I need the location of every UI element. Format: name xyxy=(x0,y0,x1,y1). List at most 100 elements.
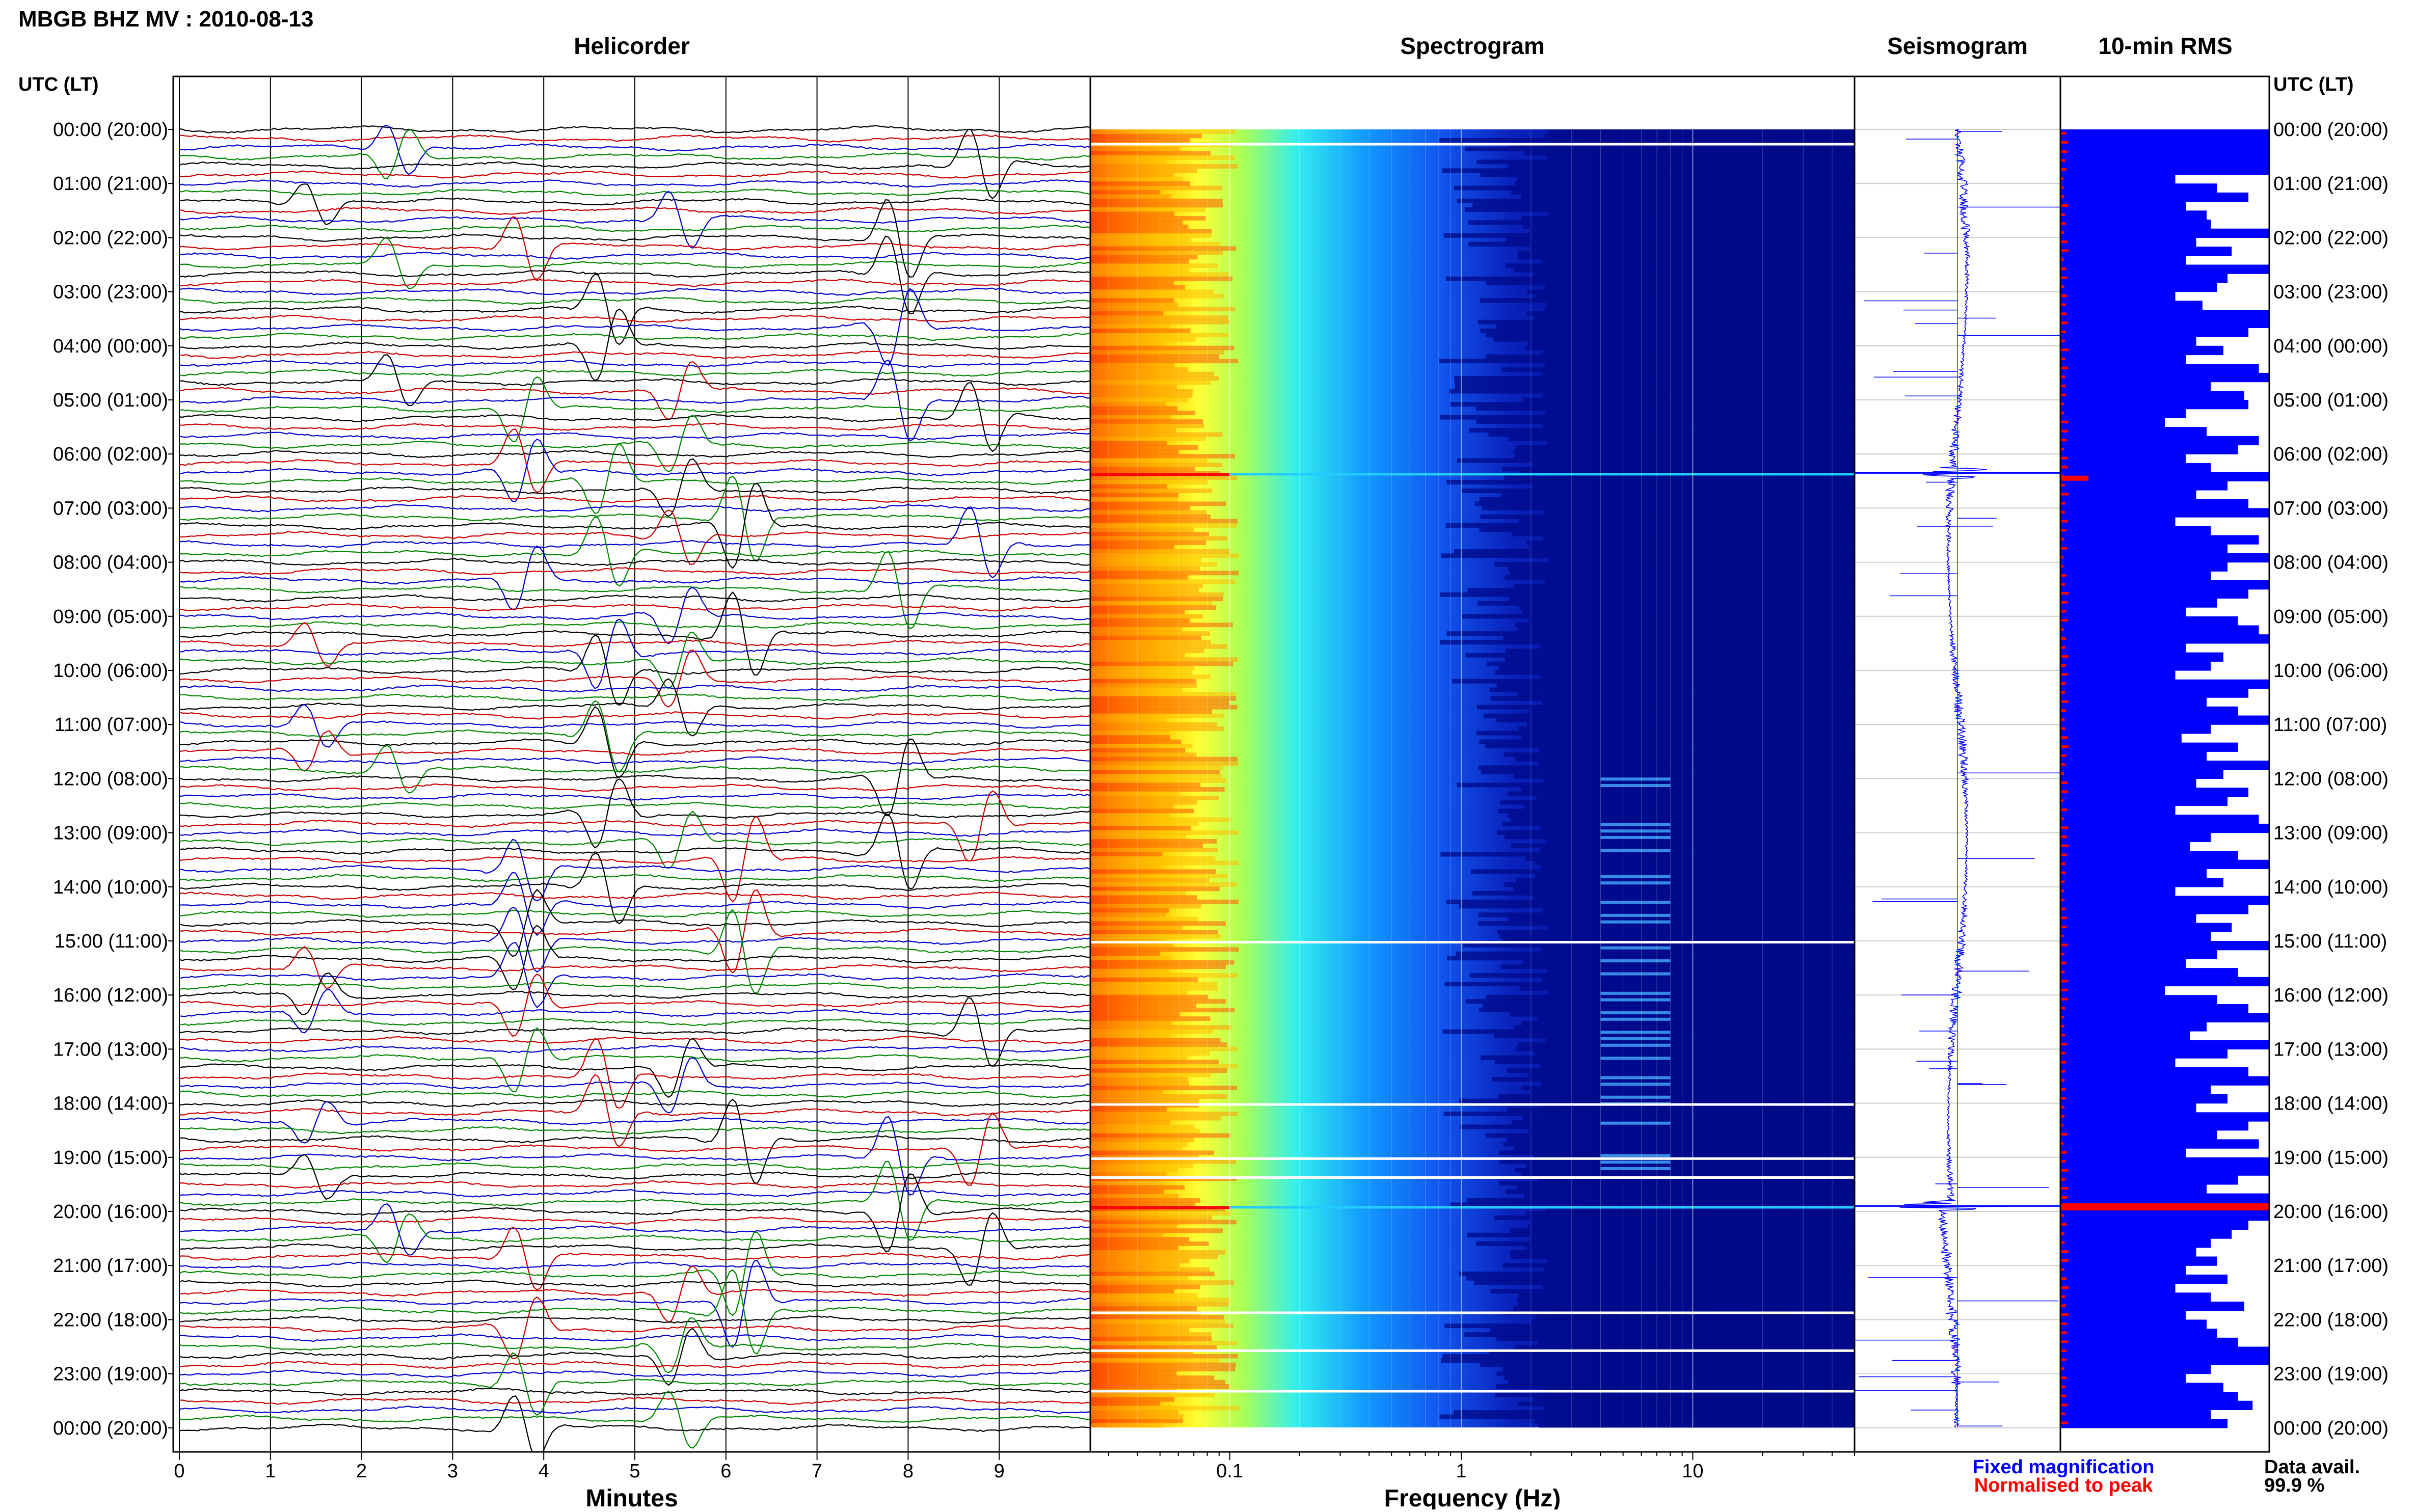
spectrogram-row xyxy=(1090,778,1226,783)
spectrogram-row-dark xyxy=(1450,402,1855,407)
spectrogram-row-dark xyxy=(1521,1172,1855,1177)
rms-normalised-bar xyxy=(2060,1241,2065,1244)
spectrogram-row xyxy=(1090,1250,1226,1255)
spectrogram-row xyxy=(1090,1289,1174,1294)
spectrogram-row-dark xyxy=(1546,302,1855,307)
spectrogram-row xyxy=(1090,830,1239,835)
spectrogram-row-dark xyxy=(1547,441,1855,446)
helicorder-trace-line xyxy=(179,997,1090,1067)
spectrogram-row xyxy=(1090,415,1170,420)
rms-normalised-bar xyxy=(2060,1331,2068,1334)
spectrogram-row xyxy=(1090,203,1223,208)
spectrogram-row xyxy=(1090,220,1183,225)
spectrogram-row-dark xyxy=(1499,1150,1855,1155)
y-tick-label-right: 21:00 (17:00) xyxy=(2273,1255,2389,1277)
rms-bar xyxy=(2060,1031,2190,1041)
spectrogram-row xyxy=(1090,411,1196,416)
spectrogram-row-dark xyxy=(1502,821,1855,826)
spectrogram-row xyxy=(1090,1215,1213,1220)
spectrogram-row xyxy=(1090,592,1224,597)
spectrogram-row xyxy=(1090,1410,1179,1415)
spectrogram-row-dark xyxy=(1490,696,1855,701)
spectrogram-row xyxy=(1090,1298,1230,1303)
spectrogram-row-dark xyxy=(1506,237,1855,242)
spectrogram-row xyxy=(1090,138,1190,143)
rms-normalised-bar xyxy=(2060,934,2064,937)
spectrogram-row-dark xyxy=(1528,1128,1855,1133)
spectrogram-row xyxy=(1090,782,1201,788)
spectrogram-row xyxy=(1090,748,1186,753)
spectrogram-row xyxy=(1090,557,1201,562)
y-tick-label-left: 13:00 (09:00) xyxy=(53,823,168,844)
spectrogram-row-dark xyxy=(1470,869,1855,874)
spectrogram-row xyxy=(1090,267,1190,273)
spectrogram-row xyxy=(1090,177,1183,182)
spectrogram-row xyxy=(1090,934,1222,939)
helicorder-trace-line xyxy=(179,1180,1090,1189)
spectrogram-row-dark xyxy=(1507,1137,1855,1142)
spectrogram-row xyxy=(1090,255,1198,260)
spectrogram-row-dark xyxy=(1488,432,1855,437)
spectrogram-row xyxy=(1090,1146,1183,1151)
y-tick-label-left: 22:00 (18:00) xyxy=(53,1309,168,1331)
rms-bar xyxy=(2060,1356,2269,1365)
spectrogram-row xyxy=(1090,1232,1163,1237)
spectrogram-row xyxy=(1090,1012,1180,1017)
helicorder-trace-line xyxy=(179,1213,1090,1264)
spectrogram-row xyxy=(1090,307,1236,312)
y-tick-label-right: 12:00 (08:00) xyxy=(2273,768,2389,790)
y-tick-label-left: 12:00 (08:00) xyxy=(53,768,168,790)
spectrogram-row-dark xyxy=(1461,488,1855,493)
spectrogram-row xyxy=(1090,1293,1198,1298)
rms-bar xyxy=(2060,1040,2269,1049)
spectrogram-row-dark xyxy=(1478,319,1855,325)
spectrogram-row-dark xyxy=(1480,328,1855,333)
spectrogram-row xyxy=(1090,1419,1183,1424)
spectrogram-row xyxy=(1090,259,1189,264)
spectrogram-row xyxy=(1090,718,1166,723)
spectrogram-row-dark xyxy=(1534,1397,1855,1402)
spectrogram-row-dark xyxy=(1546,1038,1855,1043)
helicorder-trace-line xyxy=(179,359,1090,442)
rms-normalised-bar xyxy=(2060,1097,2066,1100)
spectrogram-row-dark xyxy=(1518,627,1855,632)
rms-normalised-bar xyxy=(2060,564,2064,568)
spectrogram-tremor-streak xyxy=(1600,1011,1671,1015)
spectrogram-row xyxy=(1090,856,1216,861)
spectrogram-row-dark xyxy=(1519,605,1855,610)
helicorder-trace-line xyxy=(179,567,1090,576)
spectrogram-tremor-streak xyxy=(1600,901,1671,904)
rms-normalised-bar xyxy=(2060,1394,2067,1397)
spectrogram-row-dark xyxy=(1474,1280,1855,1285)
helicorder-trace-line xyxy=(179,482,1090,569)
spectrogram-row xyxy=(1090,605,1217,610)
spectrogram-tremor-streak xyxy=(1600,1043,1671,1047)
spectrogram-row-dark xyxy=(1519,986,1855,991)
spectrogram-row xyxy=(1090,657,1238,662)
spectrogram-row xyxy=(1090,276,1233,281)
spectrogram-row-dark xyxy=(1458,904,1855,909)
rms-bar xyxy=(2060,652,2223,662)
spectrogram-row xyxy=(1090,311,1164,316)
helicorder-trace-line xyxy=(179,591,1090,676)
spectrogram-tremor-streak xyxy=(1600,823,1671,826)
y-tick-label-left: 08:00 (04:00) xyxy=(53,552,168,574)
rms-bar xyxy=(2060,1166,2269,1176)
spectrogram-row-dark xyxy=(1543,778,1855,783)
rms-bar xyxy=(2060,1337,2238,1347)
figure-title: MBGB BHZ MV : 2010-08-13 xyxy=(18,7,313,32)
rms-normalised-bar xyxy=(2060,745,2069,748)
spectrogram-row-dark xyxy=(1441,553,1855,558)
helicorder-trace-line xyxy=(179,458,1090,518)
spectrogram-row-dark xyxy=(1483,1003,1855,1008)
spectrogram-row xyxy=(1090,237,1192,242)
rms-bar xyxy=(2060,896,2269,905)
spectrogram-row-dark xyxy=(1542,977,1855,982)
spectrogram-row-dark xyxy=(1440,592,1855,597)
helicorder-trace-line xyxy=(179,693,1090,701)
spectrogram-row-dark xyxy=(1499,1159,1855,1164)
spectrogram-row-dark xyxy=(1502,1263,1855,1268)
spectrogram-row-dark xyxy=(1535,1419,1855,1424)
spectrogram-row-dark xyxy=(1515,623,1855,628)
